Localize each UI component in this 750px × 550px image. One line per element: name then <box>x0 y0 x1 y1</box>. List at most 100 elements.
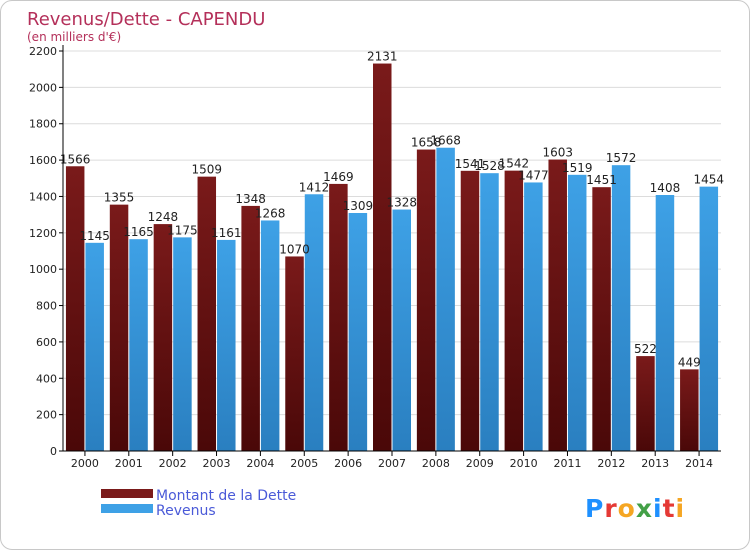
bar-revenus <box>436 147 455 451</box>
data-label-dette: 1542 <box>499 157 530 171</box>
data-label-dette: 1566 <box>60 152 91 166</box>
y-tick-label: 1600 <box>29 154 57 167</box>
bar-revenus <box>129 239 148 451</box>
bar-dette <box>680 369 699 451</box>
data-label-revenus: 1572 <box>606 151 637 165</box>
proxiti-logo: Proxiti <box>585 494 685 523</box>
y-tick-label: 800 <box>36 300 57 313</box>
legend: Montant de la Dette Revenus <box>101 488 296 519</box>
x-tick-label: 2007 <box>378 457 406 470</box>
x-tick-label: 2000 <box>71 457 99 470</box>
chart-subtitle: (en milliers d'€) <box>27 30 121 44</box>
chart-title: Revenus/Dette - CAPENDU <box>27 9 265 30</box>
data-label-revenus: 1528 <box>474 159 505 173</box>
y-tick-label: 200 <box>36 409 57 422</box>
x-tick-label: 2001 <box>115 457 143 470</box>
data-label-revenus: 1328 <box>386 196 417 210</box>
bar-revenus <box>480 173 499 451</box>
data-label-dette: 1541 <box>455 157 486 171</box>
y-tick-label: 1200 <box>29 227 57 240</box>
data-label-dette: 449 <box>678 355 701 369</box>
logo-letter: x <box>636 494 653 523</box>
legend-swatch-debt <box>101 489 153 498</box>
grid-lines <box>63 50 721 416</box>
y-tick-label: 600 <box>36 336 57 349</box>
data-label-dette: 1603 <box>542 146 573 160</box>
y-tick-label: 2000 <box>29 81 57 94</box>
logo-letter: i <box>676 494 686 523</box>
data-label-dette: 1469 <box>323 170 354 184</box>
data-label-revenus: 1268 <box>255 206 286 220</box>
x-tick-label: 2011 <box>553 457 581 470</box>
data-label-dette: 1070 <box>279 242 310 256</box>
data-label-dette: 1451 <box>586 173 617 187</box>
data-label-dette: 1658 <box>411 136 442 150</box>
bar-revenus <box>348 213 368 451</box>
bar-dette <box>504 170 524 452</box>
bar-revenus <box>567 174 587 451</box>
logo-letter: r <box>604 494 617 523</box>
data-label-revenus: 1519 <box>562 161 593 175</box>
x-tick-label: 2010 <box>510 457 538 470</box>
bar-revenus <box>655 195 675 451</box>
bar-dette <box>329 183 348 451</box>
x-tick-label: 2003 <box>203 457 231 470</box>
logo-letter: P <box>585 494 604 523</box>
data-label-revenus: 1161 <box>211 226 242 240</box>
x-tick-label: 2014 <box>685 457 713 470</box>
x-tick-label: 2002 <box>159 457 187 470</box>
data-label-dette: 1355 <box>104 191 135 205</box>
logo-letter: i <box>653 494 663 523</box>
legend-swatch-revenus <box>101 504 153 513</box>
bar-dette <box>285 256 304 451</box>
bar-revenus <box>85 242 104 451</box>
y-tick-label: 1000 <box>29 263 57 276</box>
bar-revenus <box>173 237 192 451</box>
legend-label-debt: Montant de la Dette <box>156 488 296 504</box>
bar-dette <box>592 187 611 451</box>
bar-dette <box>241 205 260 451</box>
data-label-revenus: 1477 <box>518 168 549 182</box>
bar-revenus <box>260 220 280 451</box>
bar-dette <box>373 63 392 451</box>
data-label-dette: 2131 <box>367 50 398 64</box>
data-label-dette: 1348 <box>235 192 266 206</box>
bar-dette <box>636 356 655 451</box>
bar-dette <box>548 159 567 451</box>
x-tick-label: 2006 <box>334 457 362 470</box>
data-label-dette: 1248 <box>148 210 179 224</box>
data-label-dette: 522 <box>634 342 657 356</box>
legend-label-revenus: Revenus <box>156 503 216 519</box>
data-label-revenus: 1454 <box>694 173 725 187</box>
bar-revenus <box>611 165 631 451</box>
y-tick-label: 1800 <box>29 118 57 131</box>
bar-dette <box>65 166 85 452</box>
axes-group: 0 200 400 600 800 1000 1200 1400 1600 1800 2000 220… <box>29 45 721 470</box>
logo-letter: t <box>663 494 676 523</box>
bar-dette <box>460 170 480 451</box>
x-tick-label: 2008 <box>422 457 450 470</box>
data-label-revenus: 1145 <box>79 229 110 243</box>
x-tick-label: 2005 <box>290 457 318 470</box>
data-label-revenus: 1175 <box>167 223 198 237</box>
data-label-dette: 1509 <box>192 163 223 177</box>
data-label-revenus: 1309 <box>343 199 374 213</box>
y-tick-label: 2200 <box>29 45 57 58</box>
data-label-revenus: 1668 <box>430 134 461 148</box>
x-tick-label: 2013 <box>641 457 669 470</box>
data-label-revenus: 1408 <box>650 181 681 195</box>
bar-dette <box>109 204 129 451</box>
bars-group <box>65 63 719 452</box>
logo-letter: o <box>618 494 636 523</box>
bar-revenus <box>699 186 719 452</box>
bar-dette <box>197 176 217 452</box>
bar-revenus <box>524 182 543 452</box>
y-tick-label: 400 <box>36 372 57 385</box>
y-tick-label: 1400 <box>29 190 57 203</box>
bar-revenus <box>217 239 236 451</box>
bar-revenus <box>392 209 411 451</box>
x-tick-label: 2009 <box>466 457 494 470</box>
